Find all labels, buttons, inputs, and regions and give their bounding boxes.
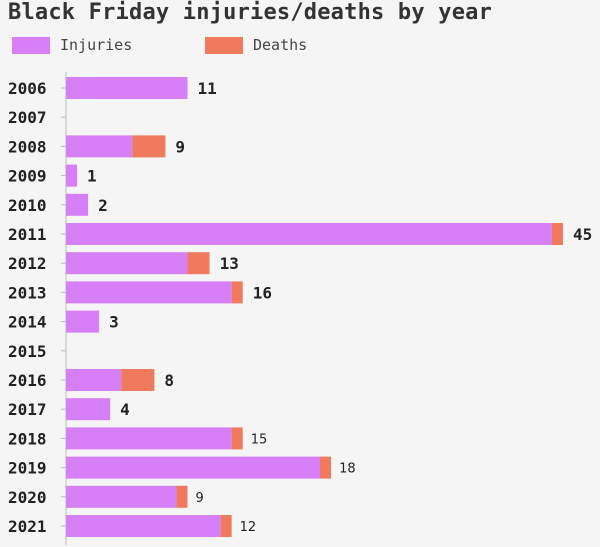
y-tick-label-2021: 2021: [8, 517, 47, 536]
bar-injuries-2016: [66, 369, 122, 391]
bar-injuries-2018: [66, 427, 232, 450]
y-tick-label-2013: 2013: [8, 283, 47, 302]
bar-injuries-2010: [66, 193, 89, 216]
y-tick-label-2012: 2012: [8, 254, 47, 273]
data-label-2017: 4: [120, 400, 130, 419]
y-tick-label-2020: 2020: [8, 488, 47, 507]
data-label-2012: 13: [220, 254, 239, 273]
y-tick-label-2014: 2014: [8, 313, 47, 332]
bar-injuries-2011: [66, 223, 552, 245]
y-tick-label-2007: 2007: [8, 108, 47, 127]
bar-injuries-2017: [66, 398, 111, 421]
data-label-2006: 11: [197, 79, 216, 98]
y-tick-label-2017: 2017: [8, 400, 47, 419]
bar-injuries-2009: [66, 164, 78, 187]
bar-deaths-2020: [176, 485, 188, 508]
legend-swatch-deaths: [205, 37, 243, 54]
y-tick-label-2015: 2015: [8, 342, 47, 361]
data-label-2008: 9: [175, 137, 185, 156]
bar-deaths-2008: [132, 135, 166, 158]
y-tick-label-2019: 2019: [8, 459, 47, 478]
bar-deaths-2011: [551, 223, 563, 245]
legend-swatch-injuries: [12, 37, 50, 54]
bar-injuries-2014: [66, 310, 100, 333]
y-tick-label-2018: 2018: [8, 429, 47, 448]
bar-injuries-2008: [66, 135, 133, 158]
bar-injuries-2021: [66, 515, 221, 537]
bar-injuries-2012: [66, 252, 188, 275]
data-label-2018: 15: [251, 432, 268, 447]
y-tick-label-2009: 2009: [8, 167, 47, 186]
chart-title: Black Friday injuries/deaths by year: [8, 0, 493, 25]
data-label-2010: 2: [98, 196, 108, 215]
bar-deaths-2012: [187, 252, 210, 275]
data-label-2011: 45: [573, 225, 592, 244]
data-label-2016: 8: [164, 371, 174, 390]
bar-deaths-2019: [320, 456, 332, 479]
bar-injuries-2020: [66, 485, 177, 508]
data-label-2013: 16: [253, 283, 272, 302]
y-tick-label-2011: 2011: [8, 225, 47, 244]
y-tick-label-2010: 2010: [8, 196, 47, 215]
data-label-2021: 12: [240, 520, 257, 535]
legend-label-deaths: Deaths: [253, 36, 308, 54]
y-tick-label-2016: 2016: [8, 371, 47, 390]
bar-injuries-2006: [66, 77, 188, 99]
bar-injuries-2019: [66, 456, 321, 479]
data-label-2020: 9: [195, 491, 203, 506]
y-tick-label-2008: 2008: [8, 137, 47, 156]
data-label-2014: 3: [109, 313, 119, 332]
data-label-2009: 1: [87, 167, 97, 186]
legend-label-injuries: Injuries: [60, 36, 133, 54]
bar-deaths-2021: [220, 515, 232, 537]
bar-deaths-2013: [231, 281, 243, 304]
bar-deaths-2018: [231, 427, 243, 450]
bar-deaths-2016: [121, 369, 155, 391]
data-label-2019: 18: [339, 462, 356, 477]
y-tick-label-2006: 2006: [8, 79, 47, 98]
bar-injuries-2013: [66, 281, 232, 304]
